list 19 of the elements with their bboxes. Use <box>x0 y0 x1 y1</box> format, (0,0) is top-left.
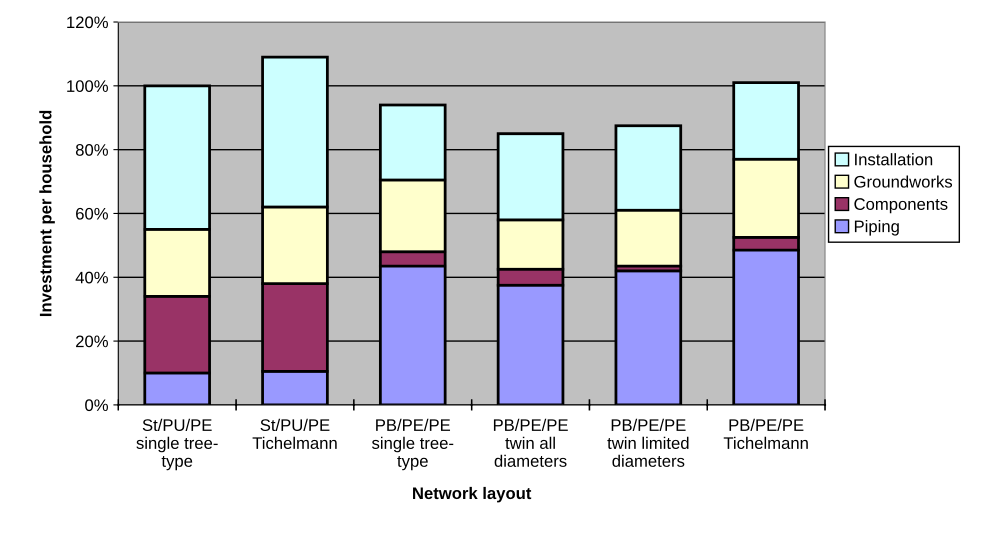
y-axis-title: Investment per household <box>39 110 55 316</box>
legend-label: Components <box>854 198 948 214</box>
x-tick-label: St/PU/PE single tree- type <box>136 418 218 470</box>
y-tick-label: 0% <box>85 399 108 412</box>
x-axis-title: Network layout <box>413 486 532 502</box>
y-tick-label: 60% <box>76 208 108 220</box>
x-tick-label: St/PU/PE Tichelmann <box>252 418 337 449</box>
y-tick-label: 80% <box>76 144 108 156</box>
x-tick-label: PB/PE/PE single tree- type <box>372 418 454 470</box>
x-tick-label: PB/PE/PE twin all diameters <box>494 418 568 467</box>
legend-label: Piping <box>854 220 899 236</box>
y-tick-label: 20% <box>76 335 108 348</box>
legend-label: Installation <box>855 153 932 166</box>
y-tick-label: 40% <box>76 272 108 284</box>
y-tick-label: 120% <box>67 16 108 28</box>
x-tick-label: PB/PE/PE twin limited diameters <box>607 418 688 467</box>
y-tick-label: 100% <box>67 80 108 92</box>
x-tick-label: PB/PE/PE Tichelmann <box>724 418 808 449</box>
legend-label: Groundworks <box>854 175 952 188</box>
